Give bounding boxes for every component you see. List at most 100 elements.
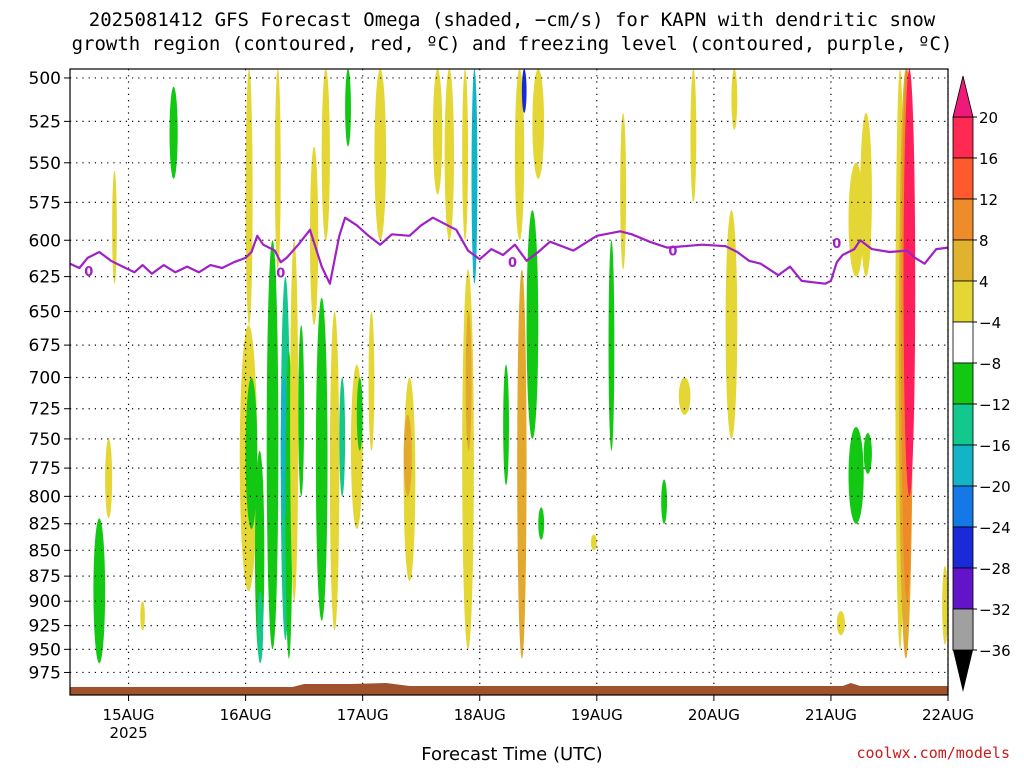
omega-region bbox=[345, 69, 351, 147]
colorbar-band bbox=[952, 198, 974, 241]
omega-region bbox=[465, 311, 472, 451]
colorbar-label: −12 bbox=[979, 396, 1011, 414]
freezing-level-label: 0 bbox=[668, 245, 677, 260]
colorbar-band bbox=[952, 280, 974, 323]
y-tick-label: 550 bbox=[29, 154, 61, 174]
y-tick-label: 650 bbox=[29, 303, 61, 323]
y-tick-label: 825 bbox=[29, 515, 61, 535]
omega-region bbox=[848, 162, 864, 277]
omega-region bbox=[245, 69, 253, 326]
y-tick-label: 675 bbox=[29, 336, 61, 356]
omega-region bbox=[368, 311, 375, 451]
omega-region bbox=[112, 170, 117, 284]
omega-region bbox=[517, 269, 527, 659]
colorbar-label: −8 bbox=[979, 355, 1001, 373]
omega-region bbox=[590, 534, 597, 551]
x-tick-label: 19AUG bbox=[571, 706, 623, 724]
freezing-level-label: 0 bbox=[832, 237, 841, 252]
omega-region bbox=[690, 69, 697, 203]
omega-region bbox=[321, 69, 330, 241]
x-axis-ticks: 15AUG 16AUG 17AUG 18AUG 19AUG 20AUG 21AUG 22AUG… bbox=[103, 695, 974, 742]
colorbar-label: −24 bbox=[979, 519, 1011, 537]
omega-region bbox=[315, 297, 328, 621]
omega-regions bbox=[93, 68, 948, 664]
omega-region bbox=[432, 69, 443, 195]
x-tick-label: 15AUG bbox=[103, 706, 155, 724]
omega-region bbox=[403, 414, 412, 497]
y-tick-label: 975 bbox=[29, 663, 61, 683]
grid-lines bbox=[70, 69, 949, 695]
colorbar-band bbox=[952, 321, 974, 364]
x-tick-label: 18AUG bbox=[454, 706, 506, 724]
omega-region bbox=[290, 240, 299, 602]
colorbar-label: −36 bbox=[979, 642, 1011, 660]
colorbar-top-arrow bbox=[952, 75, 974, 118]
colorbar-band bbox=[952, 444, 974, 487]
omega-region bbox=[374, 69, 387, 241]
colorbar-label: 4 bbox=[979, 273, 989, 291]
freezing-level: 0 0 0 0 0 bbox=[69, 216, 949, 285]
omega-region bbox=[339, 377, 346, 497]
chart-title-line1: 2025081412 GFS Forecast Omega (shaded, −… bbox=[88, 9, 936, 31]
omega-region bbox=[661, 479, 668, 524]
freezing-level-line bbox=[69, 216, 949, 285]
x-tick-label: 20AUG bbox=[688, 706, 740, 724]
omega-region bbox=[836, 611, 845, 636]
y-tick-label: 625 bbox=[29, 268, 61, 288]
omega-region bbox=[942, 565, 948, 645]
y-tick-label: 525 bbox=[29, 112, 61, 132]
omega-region bbox=[620, 112, 627, 270]
y-tick-label: 900 bbox=[29, 592, 61, 612]
x-year-label: 2025 bbox=[109, 724, 147, 742]
terrain-surface bbox=[70, 683, 948, 695]
omega-region bbox=[521, 69, 527, 113]
y-tick-label: 575 bbox=[29, 193, 61, 213]
omega-region bbox=[526, 210, 539, 439]
omega-region bbox=[848, 426, 864, 524]
colorbar-label: −16 bbox=[979, 437, 1011, 455]
omega-region bbox=[471, 68, 478, 284]
omega-region bbox=[514, 69, 525, 241]
x-tick-label: 21AUG bbox=[805, 706, 857, 724]
colorbar-band bbox=[952, 608, 974, 651]
y-tick-label: 700 bbox=[29, 368, 61, 388]
colorbar-label: 20 bbox=[979, 109, 998, 127]
omega-region bbox=[356, 377, 363, 451]
colorbar-label: −20 bbox=[979, 478, 1011, 496]
omega-region bbox=[725, 210, 738, 439]
colorbar-band bbox=[952, 157, 974, 200]
omega-region bbox=[105, 438, 113, 519]
colorbar-bottom-arrow bbox=[953, 650, 973, 692]
omega-region bbox=[532, 69, 545, 179]
y-tick-label: 725 bbox=[29, 400, 61, 420]
omega-region bbox=[444, 69, 454, 241]
omega-region bbox=[93, 518, 106, 664]
colorbar-label: −28 bbox=[979, 560, 1011, 578]
colorbar: 20 16 12 8 4 −4 −8 −12 −16 −20 −24 −28 −32 −36 bbox=[952, 75, 1011, 692]
chart-title-line2: growth region (contoured, red, ºC) and f… bbox=[71, 33, 953, 55]
y-tick-label: 925 bbox=[29, 617, 61, 637]
omega-region bbox=[140, 601, 145, 631]
omega-region bbox=[169, 86, 178, 179]
x-tick-label: 17AUG bbox=[337, 706, 389, 724]
colorbar-label: 12 bbox=[979, 191, 998, 209]
y-tick-label: 775 bbox=[29, 459, 61, 479]
omega-region bbox=[257, 591, 264, 664]
omega-region bbox=[245, 377, 258, 530]
omega-region bbox=[903, 69, 916, 497]
freezing-level-label: 0 bbox=[84, 265, 93, 280]
x-axis-title: Forecast Time (UTC) bbox=[421, 744, 603, 765]
y-tick-label: 600 bbox=[29, 231, 61, 251]
colorbar-band bbox=[952, 403, 974, 446]
omega-region bbox=[863, 432, 872, 474]
freezing-level-label: 0 bbox=[276, 266, 285, 281]
x-tick-label: 16AUG bbox=[220, 706, 272, 724]
colorbar-band bbox=[952, 116, 974, 159]
plot-border bbox=[69, 68, 949, 696]
y-tick-label: 500 bbox=[29, 69, 61, 89]
colorbar-band bbox=[952, 526, 974, 569]
omega-region bbox=[731, 69, 738, 130]
omega-region bbox=[266, 240, 279, 650]
omega-region bbox=[274, 69, 281, 270]
